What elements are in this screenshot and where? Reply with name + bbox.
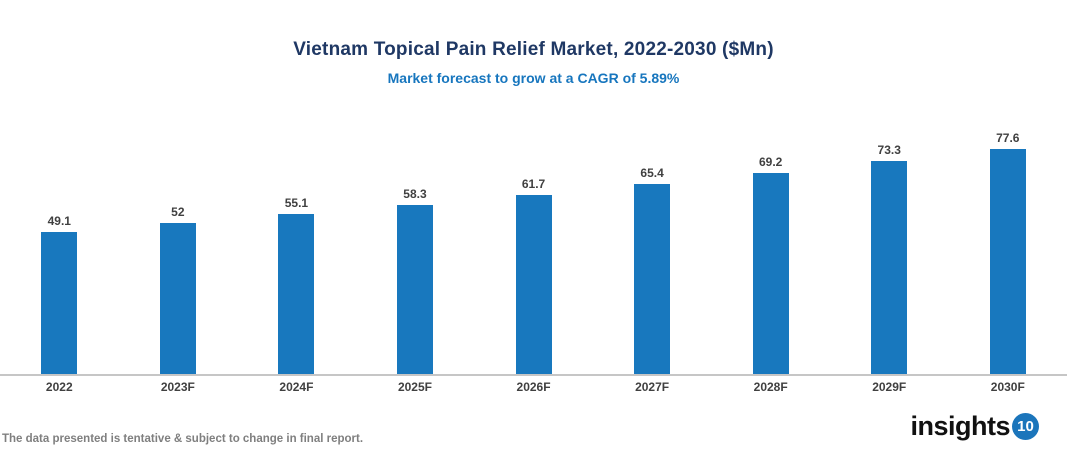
chart-title: Vietnam Topical Pain Relief Market, 2022… [293,39,774,60]
bar [515,195,552,374]
bar-value-label: 73.3 [877,143,901,157]
x-axis-label: 2024F [279,380,314,394]
bar-value-label: 69.2 [758,155,783,169]
insights10-logo: insights 10 [910,413,1039,440]
bar-column: 52 [119,92,238,374]
bar-column: 58.3 [356,92,475,374]
x-axis-label: 2026F [516,380,551,394]
plot-area: 49.1 52 55.1 58.3 61.7 65.4 69.2 73.3 77.6 [0,92,1067,376]
chart-header: Vietnam Topical Pain Relief Market, 2022… [0,0,1067,87]
bar-value-label: 77.6 [996,131,1020,145]
bar [989,149,1026,374]
bar-column: 77.6 [949,92,1067,374]
bar [634,184,671,374]
bar [41,232,78,374]
x-axis-label: 2029F [872,380,907,394]
bar-value-label: 52 [171,205,185,219]
bar [752,173,789,374]
bar [871,161,908,374]
bar-value-label: 58.3 [403,187,427,201]
bar-column: 73.3 [830,92,949,374]
x-axis-label: 2025F [397,380,432,394]
x-axis-labels-row: 2022 2023F 2024F 2025F 2026F 2027F 2028F 2029F 2… [0,380,1067,394]
bar-column: 69.2 [711,92,830,374]
bar [396,205,433,374]
logo-badge-circle: 10 [1012,413,1039,440]
bar-value-label: 61.7 [521,177,546,191]
bar-value-label: 49.1 [47,214,71,228]
bar-column: 49.1 [0,92,119,374]
bar [278,214,315,374]
bar-column: 65.4 [593,92,712,374]
chart-subtitle: Market forecast to grow at a CAGR of 5.8… [387,70,680,86]
bar-value-label: 65.4 [640,166,664,180]
bar [159,223,196,374]
bar-column: 55.1 [237,92,356,374]
x-axis-label: 2023F [160,380,195,394]
logo-text: insights [910,411,1010,441]
x-axis-label: 2030F [990,380,1025,394]
x-axis-label: 2028F [753,380,788,394]
x-axis-label: 2027F [635,380,670,394]
x-axis-label: 2022 [45,380,73,394]
bar-value-label: 55.1 [284,196,309,210]
disclaimer-text: The data presented is tentative & subjec… [2,433,364,445]
bar-column: 61.7 [474,92,593,374]
